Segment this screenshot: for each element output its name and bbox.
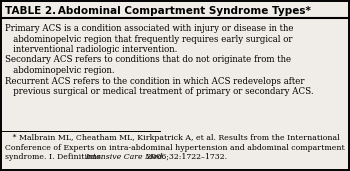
Text: interventional radiologic intervention.: interventional radiologic intervention.: [5, 45, 177, 54]
Text: previous surgical or medical treatment of primary or secondary ACS.: previous surgical or medical treatment o…: [5, 87, 314, 96]
Text: * Malbrain ML, Cheatham ML, Kirkpatrick A, et al. Results from the International: * Malbrain ML, Cheatham ML, Kirkpatrick …: [5, 134, 339, 142]
Text: 2006;32:1722–1732.: 2006;32:1722–1732.: [144, 153, 227, 161]
Text: Primary ACS is a condition associated with injury or disease in the: Primary ACS is a condition associated wi…: [5, 24, 294, 33]
Text: Intensive Care Med.: Intensive Care Med.: [85, 153, 165, 161]
Text: Abdominal Compartment Syndrome Types*: Abdominal Compartment Syndrome Types*: [47, 5, 311, 16]
Text: abdominopelvic region.: abdominopelvic region.: [5, 66, 115, 75]
Text: TABLE 2.: TABLE 2.: [5, 5, 56, 16]
Text: Secondary ACS refers to conditions that do not originate from the: Secondary ACS refers to conditions that …: [5, 56, 291, 64]
Text: Recurrent ACS refers to the condition in which ACS redevelops after: Recurrent ACS refers to the condition in…: [5, 76, 304, 86]
Text: Conference of Experts on intra-abdominal hypertension and abdominal compartment: Conference of Experts on intra-abdominal…: [5, 143, 345, 152]
Text: abdominopelvic region that frequently requires early surgical or: abdominopelvic region that frequently re…: [5, 35, 293, 43]
Text: syndrome. I. Definitions.: syndrome. I. Definitions.: [5, 153, 106, 161]
